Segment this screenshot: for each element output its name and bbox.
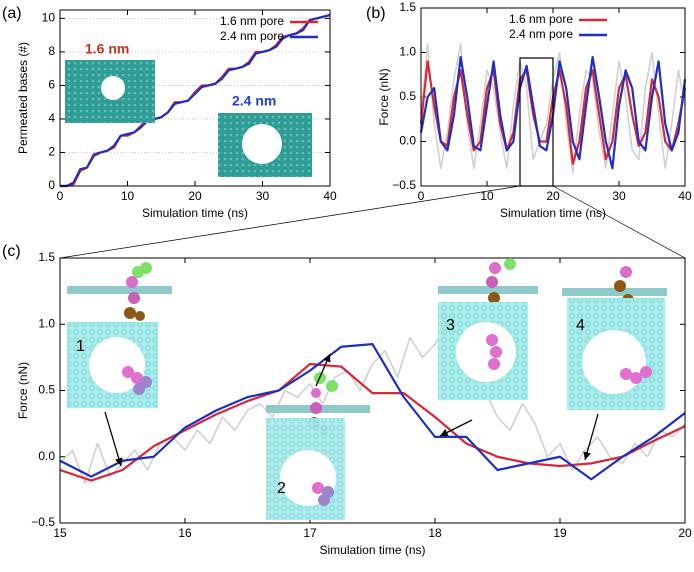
snapshot-1	[67, 262, 172, 408]
raw-trace	[59, 343, 686, 481]
inset-layer: 1.6 nm 2.4 nm 1 2 3 4	[65, 41, 667, 520]
y-tick-label: 1.5	[38, 250, 55, 264]
legend-label: 2.4 nm pore	[509, 27, 573, 41]
x-tick-label: 40	[678, 189, 692, 203]
x-tick-label: 15	[53, 526, 67, 540]
annotation: 4	[576, 317, 585, 334]
x-tick-label: 16	[178, 526, 192, 540]
y-tick-label: −0.5	[392, 178, 416, 192]
plot-frame	[59, 257, 686, 524]
raw-trace	[59, 362, 686, 482]
x-tick-label: 17	[303, 526, 317, 540]
x-tick-label: 30	[612, 189, 626, 203]
y-tick-label: 1.0	[399, 45, 416, 59]
annotation: 2.4 nm	[232, 93, 276, 109]
pore-hole	[242, 124, 282, 164]
y-tick-label: 1.5	[399, 0, 416, 14]
annotation: 2	[277, 480, 286, 497]
x-tick-label: 30	[256, 189, 270, 203]
y-tick-label: 2	[48, 145, 55, 159]
panel-label: (c)	[2, 243, 21, 260]
y-tick-label: 8	[48, 44, 55, 58]
x-tick-label: 40	[323, 189, 337, 203]
series-line	[60, 13, 331, 188]
x-tick-label: 20	[678, 526, 692, 540]
legend-label: 2.4 nm pore	[220, 29, 284, 43]
x-tick-label: 10	[480, 189, 494, 203]
annotation: 1.6 nm	[85, 41, 129, 57]
plot-frame	[59, 9, 331, 187]
snapshot-2	[266, 372, 370, 520]
y-axis-label: Force (nN)	[377, 68, 391, 125]
y-tick-label: 0.0	[38, 449, 55, 463]
x-axis-label: Simulation time (ns)	[500, 206, 606, 220]
annotation: 3	[446, 317, 455, 334]
zoom-connector	[59, 185, 521, 259]
arrow	[104, 411, 123, 467]
zoom-box	[519, 57, 554, 187]
panel-label: (b)	[366, 5, 386, 22]
y-tick-label: −0.5	[31, 515, 55, 529]
y-tick-label: 0	[48, 178, 55, 192]
annotation: 1	[76, 338, 85, 355]
y-tick-label: 4	[48, 111, 55, 125]
y-axis-label: Permeated bases (#)	[16, 42, 30, 154]
x-tick-label: 0	[57, 189, 64, 203]
x-axis-label: Simulation time (ns)	[319, 543, 425, 557]
x-tick-label: 0	[418, 189, 425, 203]
x-tick-label: 10	[121, 189, 135, 203]
y-tick-label: 1.0	[38, 316, 55, 330]
x-tick-label: 20	[546, 189, 560, 203]
arrow	[583, 413, 599, 461]
arrow	[439, 419, 473, 437]
y-tick-label: 0.0	[399, 134, 416, 148]
zoom-connector	[552, 185, 686, 259]
snapshot-4	[562, 266, 667, 410]
x-tick-label: 18	[428, 526, 442, 540]
x-tick-label: 20	[188, 189, 202, 203]
snapshot-3	[438, 258, 538, 400]
arrow	[315, 353, 331, 387]
panel-label: (a)	[2, 5, 22, 22]
legend-label: 1.6 nm pore	[220, 14, 284, 28]
x-axis-label: Simulation time (ns)	[142, 206, 248, 220]
y-tick-label: 0.5	[399, 89, 416, 103]
y-tick-label: 0.5	[38, 383, 55, 397]
pore-hole	[101, 76, 125, 100]
y-axis-label: Force (nN)	[16, 362, 30, 419]
y-tick-label: 10	[42, 11, 56, 25]
x-tick-label: 19	[553, 526, 567, 540]
legend-label: 1.6 nm pore	[509, 12, 573, 26]
y-tick-label: 6	[48, 78, 55, 92]
